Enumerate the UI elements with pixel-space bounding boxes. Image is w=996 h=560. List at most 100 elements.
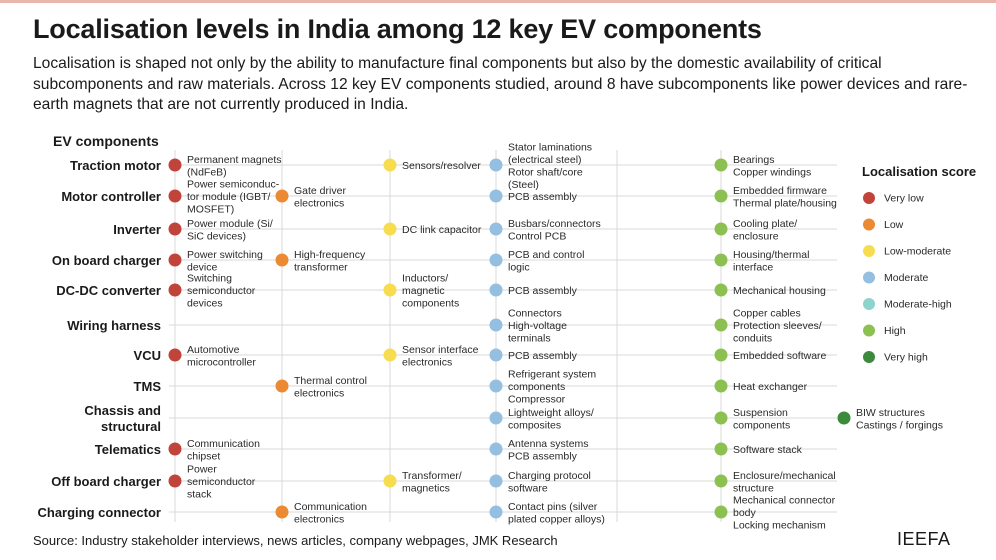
subcomponent-label: DC link capacitor: [402, 224, 482, 236]
score-dot-very-low: [168, 222, 182, 236]
subcomponent-label: (Steel): [508, 179, 539, 191]
score-dot-high: [714, 283, 728, 297]
subcomponent-label: structure: [733, 482, 774, 494]
row-label: structural: [101, 419, 161, 434]
row-label: Off board charger: [51, 474, 161, 489]
page-subtitle: Localisation is shaped not only by the a…: [33, 55, 968, 113]
brand-logo: IEEFA: [897, 529, 951, 549]
score-dot-high: [714, 505, 728, 519]
subcomponent-label: Mechanical connector: [733, 495, 836, 507]
subcomponent-label: Communication: [294, 501, 367, 513]
subcomponent-label: electronics: [294, 387, 344, 399]
legend-dot-moderate: [863, 271, 875, 284]
score-dot-moderate: [489, 411, 503, 425]
score-dot-very-low: [168, 442, 182, 456]
score-dot-low: [275, 253, 289, 267]
score-dot-low: [275, 379, 289, 393]
score-dot-high: [714, 222, 728, 236]
score-dot-low-moderate: [383, 158, 397, 172]
legend-dot-low: [863, 218, 875, 231]
subcomponent-label: magnetics: [402, 482, 450, 494]
subcomponent-label: microcontroller: [187, 356, 256, 368]
source-note: Source: Industry stakeholder interviews,…: [33, 533, 558, 548]
score-dot-high: [714, 318, 728, 332]
subcomponent-label: chipset: [187, 450, 220, 462]
row-label: On board charger: [52, 253, 161, 268]
subcomponent-label: Connectors: [508, 308, 562, 320]
legend-dot-high: [863, 324, 875, 337]
legend-title: Localisation score: [862, 164, 977, 179]
legend-dot-low-moderate: [863, 245, 875, 257]
score-dot-very-low: [168, 283, 182, 297]
subcomponent-label: electronics: [294, 197, 344, 209]
score-dot-low: [275, 505, 289, 519]
legend-label-moderate-high: Moderate-high: [884, 299, 952, 311]
column-header: EV components: [53, 133, 159, 149]
row-label: Charging connector: [37, 505, 161, 520]
row-label: Inverter: [113, 222, 161, 237]
score-dot-moderate: [489, 474, 503, 488]
subcomponent-label: components: [508, 381, 565, 393]
subcomponent-label: PCB and control: [508, 249, 584, 261]
subcomponent-label: PCB assembly: [508, 450, 578, 462]
score-dot-low-moderate: [383, 283, 397, 297]
row-label: TMS: [134, 379, 162, 394]
legend-label-low-moderate: Low-moderate: [884, 246, 951, 258]
subcomponent-label: Inductors/: [402, 273, 448, 285]
subcomponent-label: magnetic: [402, 285, 445, 297]
score-dot-very-low: [168, 253, 182, 267]
subcomponent-label: semiconductor: [187, 285, 256, 297]
subcomponent-label: (NdFeB): [187, 166, 227, 178]
row-label: Motor controller: [61, 189, 161, 204]
score-dot-low-moderate: [383, 474, 397, 488]
subcomponent-label: stack: [187, 489, 212, 501]
subcomponent-label: terminals: [508, 333, 551, 345]
subcomponent-label: Power switching: [187, 249, 263, 261]
subcomponent-label: Cooling plate/: [733, 218, 797, 230]
subcomponent-label: (electrical steel): [508, 154, 582, 166]
subcomponent-label: Heat exchanger: [733, 381, 808, 393]
score-dot-high: [714, 442, 728, 456]
subcomponent-label: Embedded software: [733, 350, 827, 362]
subcomponent-label: components: [733, 419, 790, 431]
subcomponent-label: BIW structures: [856, 407, 925, 419]
subcomponent-label: Busbars/connectors: [508, 218, 601, 230]
score-dot-moderate: [489, 348, 503, 362]
legend-dot-moderate-high: [863, 298, 875, 310]
top-accent-bar: [0, 0, 996, 3]
legend-dot-very-low: [863, 192, 875, 204]
subcomponent-label: SiC devices): [187, 230, 246, 242]
score-dot-moderate: [489, 283, 503, 297]
subcomponent-label: Suspension: [733, 407, 788, 419]
subcomponent-label: logic: [508, 261, 530, 273]
score-dot-moderate: [489, 442, 503, 456]
subcomponent-label: PCB assembly: [508, 350, 578, 362]
score-dot-high: [714, 379, 728, 393]
subcomponent-label: Copper windings: [733, 166, 811, 178]
legend-dot-very-high: [863, 351, 875, 363]
subcomponent-label: devices: [187, 298, 223, 310]
score-dot-moderate: [489, 505, 503, 519]
score-dot-very-low: [168, 474, 182, 488]
score-dot-moderate: [489, 158, 503, 172]
score-dot-very-low: [168, 348, 182, 362]
subcomponent-label: High-voltage: [508, 320, 567, 332]
subcomponent-label: Power: [187, 464, 217, 476]
row-label: DC-DC converter: [56, 283, 161, 298]
subcomponent-label: software: [508, 482, 548, 494]
subcomponent-label: Lightweight alloys/: [508, 407, 594, 419]
score-dot-moderate: [489, 253, 503, 267]
legend-label-very-low: Very low: [884, 193, 924, 205]
subcomponent-label: Stator laminations: [508, 141, 592, 153]
score-dot-very-low: [168, 158, 182, 172]
subcomponent-label: plated copper alloys): [508, 513, 605, 525]
score-dot-low: [275, 189, 289, 203]
subcomponent-label: Power semiconduc-: [187, 179, 280, 191]
row-label: VCU: [134, 348, 161, 363]
subcomponent-label: Charging protocol: [508, 470, 591, 482]
subcomponent-label: enclosure: [733, 230, 779, 242]
score-dot-very-high: [837, 411, 851, 425]
subcomponent-label: Copper cables: [733, 308, 801, 320]
legend-label-low: Low: [884, 219, 904, 231]
